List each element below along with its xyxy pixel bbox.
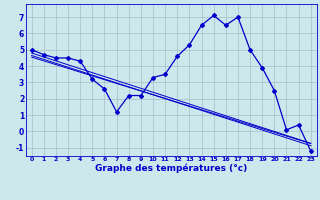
X-axis label: Graphe des températures (°c): Graphe des températures (°c): [95, 164, 247, 173]
